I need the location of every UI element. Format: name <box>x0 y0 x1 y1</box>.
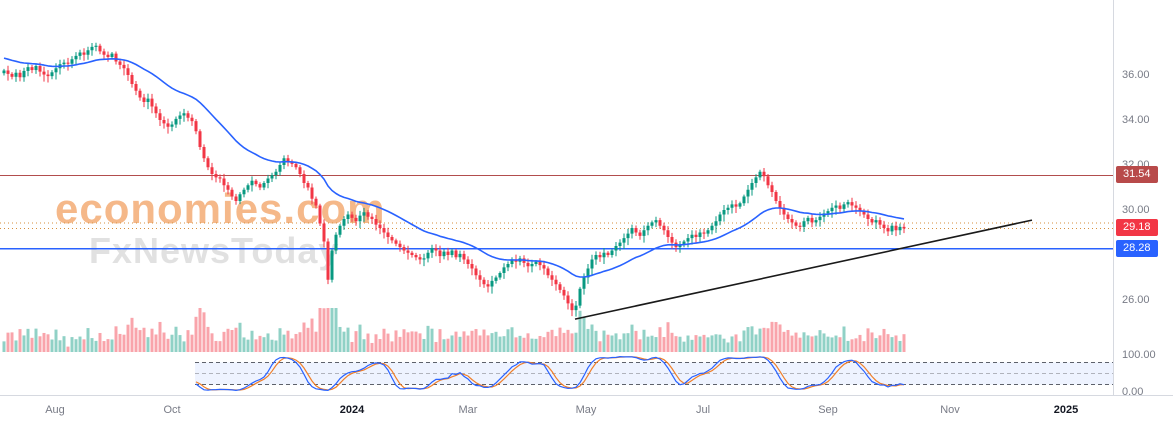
time-label-Oct: Oct <box>163 404 181 416</box>
time-label-May: May <box>575 404 597 416</box>
price-badge-31.54[interactable]: 31.54 <box>1116 166 1158 184</box>
trend-line[interactable] <box>574 219 1033 320</box>
time-axis[interactable]: Aug Oct 2024 Mar May Jul Sep Nov 2025 <box>0 395 1173 430</box>
chart-canvas[interactable] <box>0 0 1113 395</box>
time-label-Nov: Nov <box>940 404 960 416</box>
time-label-2025: 2025 <box>1053 404 1079 416</box>
price-label-34.00: 34.00 <box>1122 114 1150 126</box>
moving-average-line <box>3 57 905 278</box>
watermark: economies.com FxNewsToday <box>55 188 385 269</box>
time-label-Sep: Sep <box>818 404 838 416</box>
candlestick-series <box>2 42 906 317</box>
price-label-30.00: 30.00 <box>1122 204 1150 216</box>
time-label-Aug: Aug <box>45 404 65 416</box>
time-label-2024: 2024 <box>339 404 365 416</box>
watermark-subbrand: FxNewsToday <box>89 230 340 271</box>
stochastic-band <box>195 361 1113 386</box>
stochastic-d-line <box>195 356 905 391</box>
stochastic-lines <box>195 355 905 392</box>
time-label-Jul: Jul <box>695 404 711 416</box>
horizontal-price-lines[interactable] <box>0 174 1113 250</box>
volume-series <box>2 308 906 352</box>
price-badge-29.18[interactable]: 29.18 <box>1116 219 1158 237</box>
stochastic-k-line <box>195 355 905 392</box>
price-axis[interactable]: 36.00 34.00 32.00 30.00 26.00 100.00 0.00 31.54… <box>1113 0 1173 430</box>
oscillator-label-100.00: 100.00 <box>1122 349 1156 361</box>
watermark-brand: economies.com <box>55 185 386 232</box>
price-badge-28.28[interactable]: 28.28 <box>1116 239 1158 257</box>
price-label-26.00: 26.00 <box>1122 294 1150 306</box>
time-label-Mar: Mar <box>458 404 478 416</box>
price-label-36.00: 36.00 <box>1122 69 1150 81</box>
